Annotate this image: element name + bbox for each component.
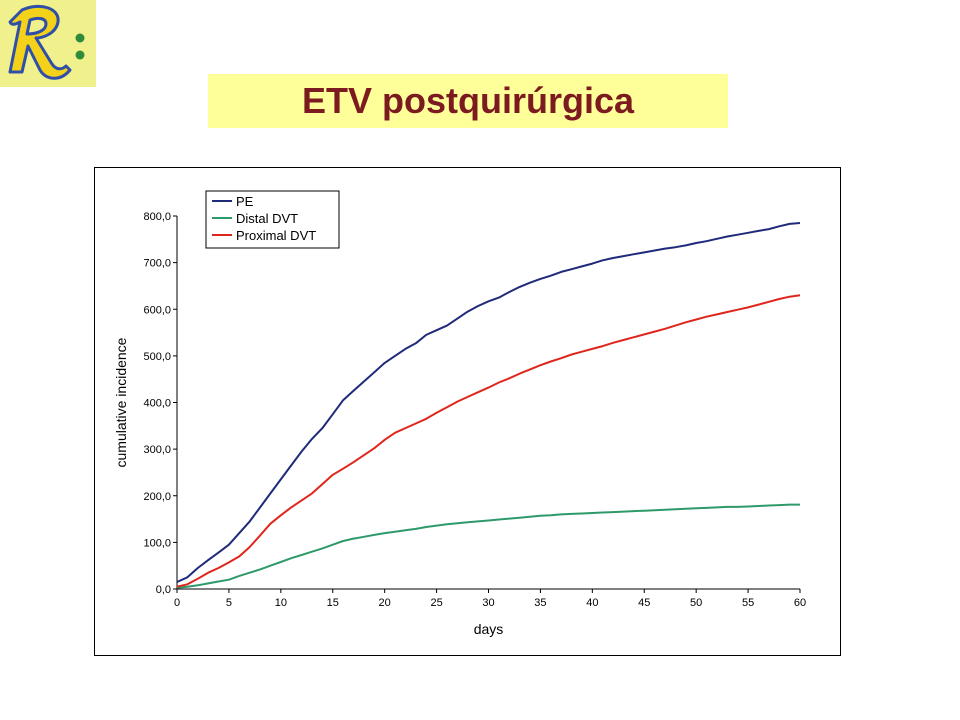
legend-label: PE: [236, 194, 254, 209]
x-tick-label: 60: [794, 597, 806, 609]
y-axis-title: cumulative incidence: [113, 337, 129, 467]
x-tick-label: 40: [586, 597, 598, 609]
series-line-2: [176, 503, 800, 589]
x-tick-label: 30: [482, 597, 494, 609]
page-title: ETV postquirúrgica: [301, 80, 635, 121]
x-tick-label: 55: [742, 597, 754, 609]
x-tick-label: 50: [690, 597, 702, 609]
x-tick-label: 45: [638, 597, 650, 609]
x-axis-title: days: [474, 621, 504, 637]
y-tick-label: 400,0: [143, 398, 171, 410]
chart-frame: 0,0 100,0 200,0 300,0 400,0 500,0 600,0 700,0 80…: [94, 167, 841, 656]
y-tick-label: 700,0: [143, 258, 171, 270]
logo-r-icon: [8, 5, 85, 80]
legend-label: Distal DVT: [236, 211, 298, 226]
title-band: ETV postquirúrgica: [208, 74, 728, 128]
line-chart: 0,0 100,0 200,0 300,0 400,0 500,0 600,0 700,0 80…: [113, 190, 806, 637]
y-tick-label: 100,0: [143, 537, 171, 549]
x-tick-label: 35: [534, 597, 546, 609]
x-tick-label: 15: [327, 597, 339, 609]
y-tick-label: 200,0: [143, 491, 171, 503]
logo: [0, 0, 96, 87]
x-tick-label: 25: [430, 597, 442, 609]
y-tick-label: 600,0: [143, 304, 171, 316]
y-tick-label: 500,0: [143, 351, 171, 363]
y-tick-label: 300,0: [143, 444, 171, 456]
series-line-1: [176, 222, 801, 583]
x-tick-label: 10: [275, 597, 287, 609]
x-tick-label: 0: [174, 597, 180, 609]
series-line-3: [176, 294, 801, 588]
y-tick-label: 800,0: [143, 211, 171, 223]
x-tick-label: 5: [226, 597, 232, 609]
x-tick-label: 20: [379, 597, 391, 609]
legend-label: Proximal DVT: [236, 228, 316, 243]
y-tick-label: 0,0: [156, 584, 171, 596]
